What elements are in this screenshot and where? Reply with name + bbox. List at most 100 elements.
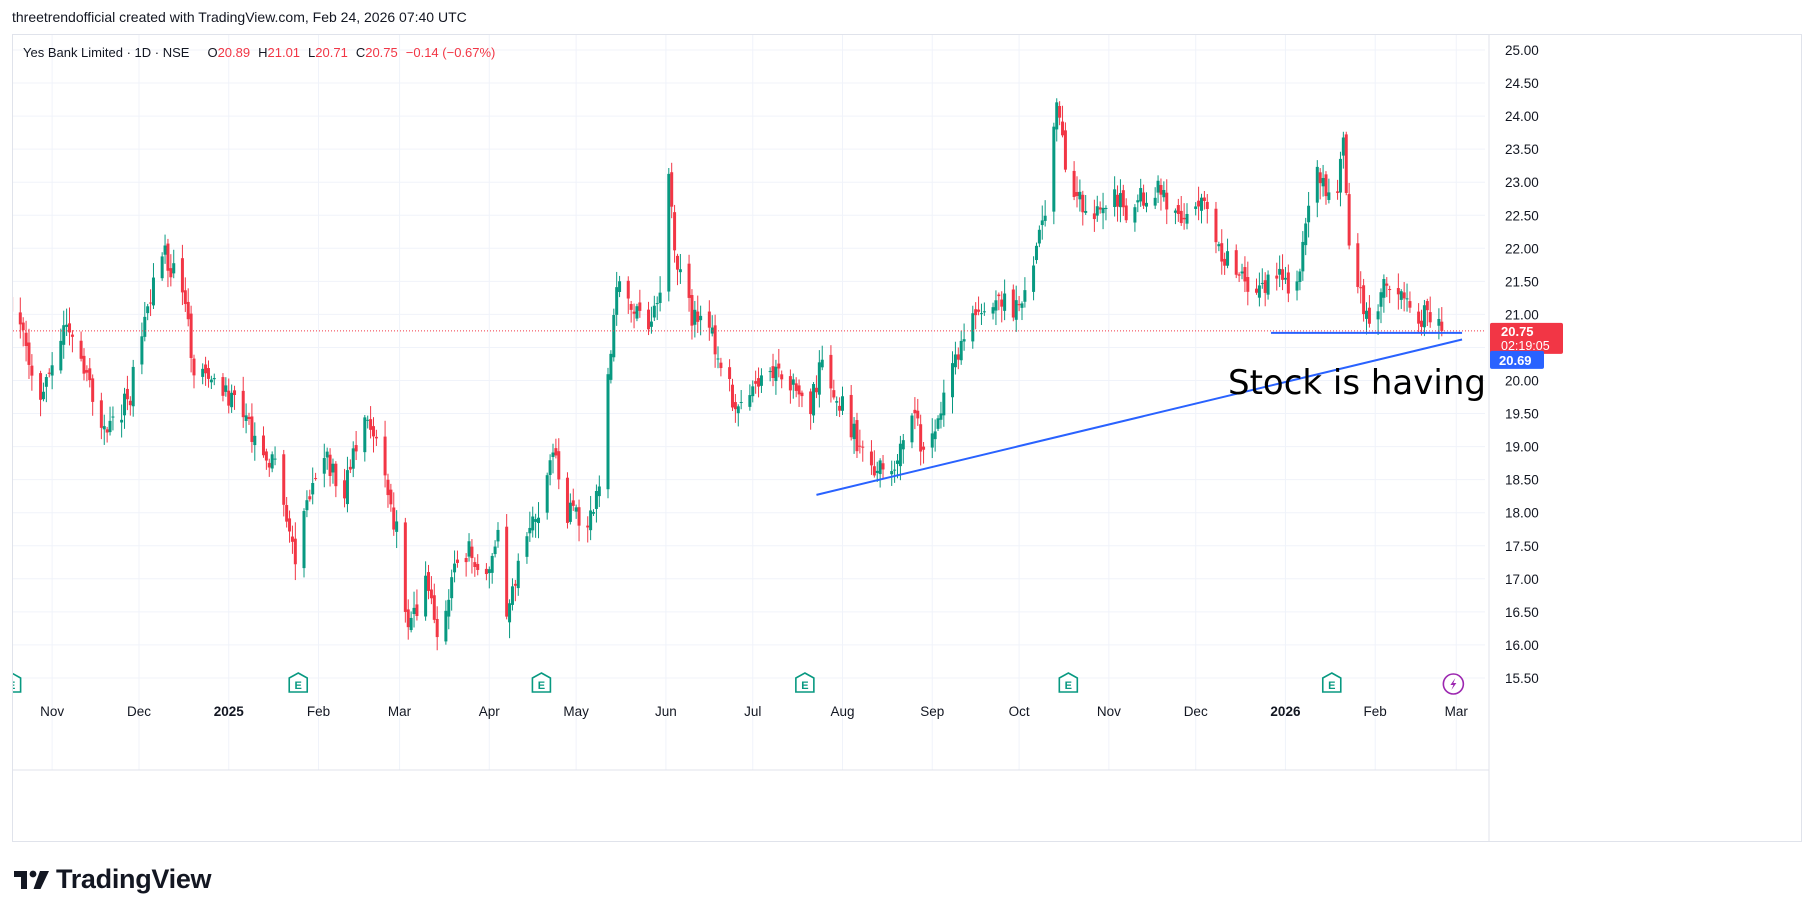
candle-body xyxy=(267,462,271,468)
chart-frame[interactable]: Stock is having supp 15.50 16.00 16.50 17.0… xyxy=(12,34,1802,842)
price-tick-label: 22.00 xyxy=(1505,241,1539,256)
candle-body xyxy=(1437,318,1441,326)
candle-body xyxy=(1116,194,1120,207)
tradingview-logo[interactable]: TradingView xyxy=(14,864,212,895)
candle-body xyxy=(890,471,894,475)
candle-body xyxy=(1052,126,1056,212)
candle-body xyxy=(1327,192,1331,200)
candle-body xyxy=(435,618,439,638)
candle-body xyxy=(1199,197,1203,211)
candle-body xyxy=(189,313,193,358)
flash-icon[interactable] xyxy=(1442,673,1465,695)
candle-body xyxy=(1417,311,1421,324)
candle-body xyxy=(1341,137,1345,156)
candle-body xyxy=(612,314,616,358)
legend-symbol[interactable]: Yes Bank Limited · 1D · NSE xyxy=(23,45,190,60)
candle-body xyxy=(1179,210,1183,224)
candle-body xyxy=(1011,289,1015,318)
candle-body xyxy=(146,306,150,314)
candle-body xyxy=(354,445,358,452)
candle-body xyxy=(554,448,558,456)
candle-body xyxy=(997,294,1001,297)
candle-body xyxy=(1359,287,1363,289)
earnings-icon[interactable]: E xyxy=(1058,672,1079,693)
candle-body xyxy=(1139,188,1143,202)
candle-body xyxy=(739,402,743,404)
candle-body xyxy=(464,558,468,563)
candle-body xyxy=(1275,275,1279,279)
candle-body xyxy=(991,307,995,314)
candle-body xyxy=(974,309,978,316)
candle-body xyxy=(919,424,923,452)
candle-body xyxy=(687,263,691,298)
candle-body xyxy=(331,463,335,473)
candle-body xyxy=(1356,243,1360,287)
candle-body xyxy=(1318,172,1322,184)
candle-body xyxy=(1202,197,1206,201)
price-chart[interactable]: Stock is having supp 15.50 16.00 16.50 17.0… xyxy=(13,35,1802,842)
candle-body xyxy=(1428,312,1432,323)
candle-body xyxy=(537,517,541,524)
candle-body xyxy=(1301,241,1305,272)
earnings-icon[interactable]: E xyxy=(1321,672,1342,693)
candle-body xyxy=(861,446,865,448)
candle-body xyxy=(939,413,943,420)
candle-body xyxy=(835,401,839,403)
candle-body xyxy=(1315,166,1319,203)
candle-body xyxy=(510,586,514,605)
candle-body xyxy=(1396,288,1400,295)
candle-body xyxy=(780,374,784,380)
candle-body xyxy=(172,263,176,274)
legend-high-value: 21.01 xyxy=(267,45,301,60)
candle-body xyxy=(1402,292,1406,299)
candle-body xyxy=(1162,189,1166,198)
time-tick-label: Sep xyxy=(920,704,944,719)
candle-body xyxy=(41,391,45,400)
candle-body xyxy=(1014,300,1018,320)
earnings-icon[interactable]: E xyxy=(288,672,309,693)
candle-body xyxy=(163,245,167,255)
candle-body xyxy=(21,322,25,331)
earnings-icon[interactable]: E xyxy=(13,672,22,693)
candle-body xyxy=(1017,304,1021,306)
candle-body xyxy=(858,445,862,447)
price-tick-label: 15.50 xyxy=(1505,671,1539,686)
candle-body xyxy=(1055,102,1059,130)
candle-body xyxy=(1324,174,1328,197)
candle-body xyxy=(1081,194,1085,213)
candle-body xyxy=(68,323,72,333)
support-trend-line[interactable] xyxy=(816,338,1463,496)
svg-text:E: E xyxy=(1328,680,1335,692)
candle-body xyxy=(534,519,538,522)
candle-body xyxy=(936,418,940,429)
price-tick-label: 18.50 xyxy=(1505,473,1539,488)
event-markers: EEEEEE xyxy=(13,672,1465,695)
candle-body xyxy=(548,460,552,475)
chart-caption: threetrendofficial created with TradingV… xyxy=(12,9,467,25)
svg-text:E: E xyxy=(13,680,15,692)
legend-change: −0.14 (−0.67%) xyxy=(405,45,496,60)
candle-body xyxy=(120,419,124,423)
candle-body xyxy=(901,440,905,450)
candle-body xyxy=(1040,220,1044,226)
candle-body xyxy=(123,393,127,416)
candle-body xyxy=(1338,158,1342,193)
candle-body xyxy=(180,258,184,293)
candle-body xyxy=(192,358,196,376)
candle-body xyxy=(1197,200,1201,207)
earnings-icon[interactable]: E xyxy=(795,672,815,693)
candle-body xyxy=(551,452,555,458)
candle-body xyxy=(1003,293,1007,311)
candle-body xyxy=(942,392,946,416)
candle-body xyxy=(270,454,274,469)
candle-body xyxy=(363,417,367,453)
svg-text:E: E xyxy=(295,680,302,692)
candle-body xyxy=(447,599,451,617)
candle-body xyxy=(1223,258,1227,266)
annotation-text[interactable]: Stock is having supp xyxy=(1228,363,1579,403)
symbol-legend[interactable]: Yes Bank Limited · 1D · NSE O 20.89 H 21.0… xyxy=(23,45,495,60)
candle-body xyxy=(348,466,352,470)
candle-body xyxy=(647,309,651,330)
earnings-icon[interactable]: E xyxy=(531,672,552,693)
